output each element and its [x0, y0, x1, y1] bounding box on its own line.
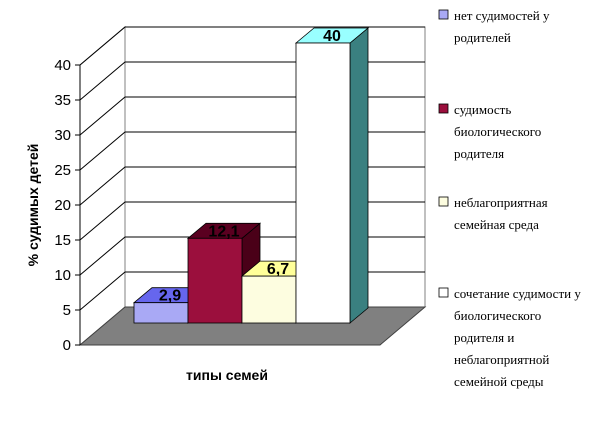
legend-label: сочетание судимости у	[454, 286, 581, 301]
y-axis-title: % судимых детей	[25, 144, 41, 267]
y-tick-label: 10	[54, 267, 71, 284]
legend-label: судимость	[454, 102, 511, 117]
legend-label: родителя	[454, 146, 504, 161]
bars	[132, 27, 370, 324]
data-labels: 2,9 12,1 6,7 40	[159, 28, 341, 305]
legend-label: неблагоприятной	[454, 352, 549, 367]
data-label: 6,7	[267, 261, 289, 278]
legend-label: неблагоприятная	[454, 195, 548, 210]
legend-label: семейная среда	[454, 217, 539, 232]
bar-front	[187, 237, 243, 324]
y-tick-label: 15	[54, 232, 71, 249]
y-tick-label: 25	[54, 162, 71, 179]
bar-front	[241, 275, 297, 324]
legend-label: родителей	[454, 30, 511, 45]
legend-swatch	[438, 9, 449, 20]
y-tick-label: 30	[54, 127, 71, 144]
legend-label: родителя и	[454, 330, 514, 345]
legend-item: неблагоприятная семейная среда	[438, 195, 548, 232]
legend-item: судимость биологического родителя	[438, 102, 541, 161]
data-label: 40	[323, 28, 341, 45]
data-label: 2,9	[159, 288, 181, 305]
legend-label: биологического	[454, 308, 541, 323]
bar	[294, 27, 370, 324]
bar-front	[295, 42, 351, 324]
y-tick-label: 40	[54, 57, 71, 74]
legend-label: нет судимостей у	[454, 8, 550, 23]
legend-label: семейной среды	[454, 374, 544, 389]
data-label: 12,1	[208, 223, 239, 240]
legend-item: нет судимостей у родителей	[438, 8, 550, 45]
y-axis-ticks: 0 5 10 15 20 25 30 35 40	[54, 57, 80, 354]
legend-item: сочетание судимости у биологического родит…	[438, 286, 581, 389]
legend-swatch	[438, 196, 449, 207]
x-axis-title: типы семей	[186, 367, 268, 383]
y-tick-label: 20	[54, 197, 71, 214]
bar-front	[133, 302, 189, 324]
legend-label: биологического	[454, 124, 541, 139]
gridline	[79, 26, 425, 66]
bar-side	[349, 27, 369, 324]
y-tick-label: 35	[54, 92, 71, 109]
legend-swatch	[438, 287, 449, 298]
y-tick-label: 5	[63, 302, 71, 319]
legend: нет судимостей у родителей судимость биолог…	[438, 8, 581, 389]
y-tick-label: 0	[63, 337, 71, 354]
legend-swatch	[438, 103, 449, 114]
